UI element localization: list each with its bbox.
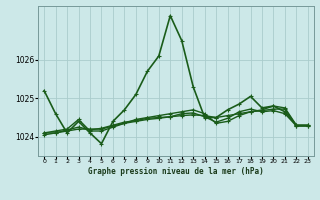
X-axis label: Graphe pression niveau de la mer (hPa): Graphe pression niveau de la mer (hPa) bbox=[88, 167, 264, 176]
